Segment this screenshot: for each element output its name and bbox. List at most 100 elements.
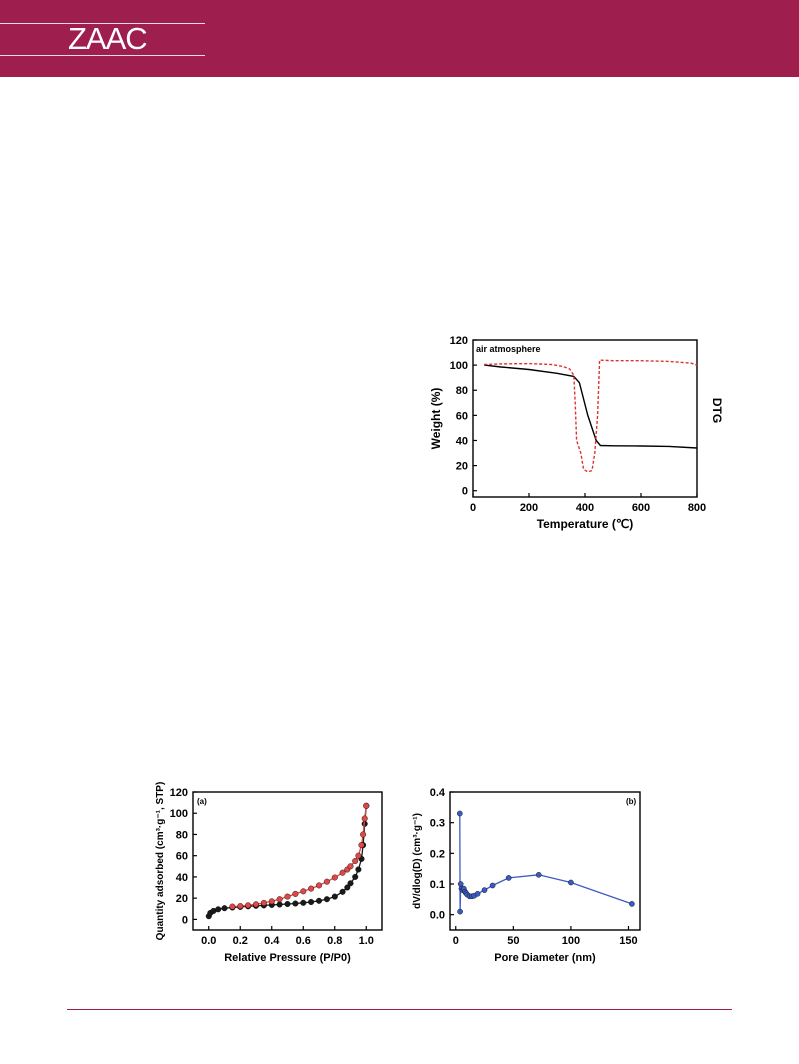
journal-logo: ZAAC <box>68 21 148 56</box>
data-point <box>316 897 323 904</box>
x-tick-label: 600 <box>632 502 650 514</box>
series-line-0 <box>208 805 367 917</box>
data-point <box>481 887 488 893</box>
data-point <box>331 874 338 881</box>
data-point <box>221 905 228 912</box>
panel-label: (a) <box>197 797 207 806</box>
data-point <box>284 893 291 900</box>
x-tick-label: 150 <box>619 935 637 947</box>
panel-label: (b) <box>626 797 637 806</box>
data-point <box>474 891 481 897</box>
data-point <box>458 885 465 892</box>
data-point <box>205 913 212 920</box>
y-tick-label: 40 <box>456 435 468 447</box>
x-axis-label: Relative Pressure (P/P0) <box>224 952 351 964</box>
y-axis-label: dV/dlog(D) (cm³·g⁻¹) <box>412 813 423 909</box>
y-tick-label: 40 <box>176 872 188 884</box>
data-point <box>308 899 315 906</box>
y-tick-label: 20 <box>456 461 468 473</box>
data-point <box>207 910 214 917</box>
data-point <box>323 878 330 885</box>
data-point <box>535 872 542 878</box>
plot-frame <box>449 791 641 931</box>
x-axis-label: Temperature (℃) <box>537 517 634 531</box>
data-point <box>292 890 299 897</box>
header-bottom-rule <box>0 55 205 56</box>
x-tick-label: 0.6 <box>296 935 311 947</box>
data-point <box>355 852 362 859</box>
x-tick-label: 0 <box>470 502 476 514</box>
y-tick-label: 80 <box>176 829 188 841</box>
data-point <box>361 815 368 822</box>
data-point <box>339 888 346 895</box>
y-tick-label: 20 <box>176 893 188 905</box>
data-point <box>300 899 307 906</box>
data-point <box>260 902 267 909</box>
data-point <box>237 903 244 910</box>
data-point <box>245 903 252 910</box>
x-tick-label: 0.2 <box>233 935 248 947</box>
y-tick-label: 0.4 <box>430 787 446 799</box>
data-point <box>268 901 275 908</box>
y-tick-label: 0.2 <box>430 848 445 860</box>
data-point <box>229 903 236 910</box>
data-point <box>568 879 574 886</box>
data-point <box>215 906 222 913</box>
y-tick-label: 100 <box>170 808 188 820</box>
x-tick-label: 100 <box>562 935 580 947</box>
data-point <box>363 802 370 809</box>
data-point <box>462 888 468 895</box>
x-tick-label: 200 <box>520 502 538 514</box>
y-tick-label: 120 <box>170 787 188 799</box>
data-point <box>237 903 244 910</box>
data-point <box>347 863 354 870</box>
data-point <box>360 831 367 838</box>
data-point <box>471 892 478 899</box>
chart-annotation: air atmosphere <box>476 344 541 354</box>
data-point <box>459 887 466 893</box>
series-line-1 <box>232 805 367 908</box>
data-point <box>352 858 359 865</box>
data-point <box>344 884 351 891</box>
series-line-0 <box>484 364 698 449</box>
data-point <box>276 901 283 908</box>
x-tick-label: 800 <box>688 502 706 514</box>
x-tick-label: 400 <box>576 502 594 514</box>
data-point <box>363 802 370 809</box>
y-tick-label: 0.1 <box>430 879 445 891</box>
data-point <box>252 901 259 908</box>
data-point <box>347 880 354 887</box>
data-point <box>629 901 635 907</box>
y-tick-label: 60 <box>176 851 188 863</box>
plot-frame <box>192 791 383 931</box>
data-point <box>284 901 291 908</box>
data-point <box>361 820 368 827</box>
y-tick-label: 0 <box>182 914 188 926</box>
data-point <box>316 882 323 889</box>
data-point <box>456 810 463 817</box>
x-tick-label: 0.8 <box>327 935 342 947</box>
data-point <box>457 881 464 887</box>
x-tick-label: 50 <box>507 935 519 947</box>
data-point <box>331 893 338 900</box>
data-point <box>300 888 307 895</box>
x-tick-label: 0.4 <box>264 935 280 947</box>
data-point <box>463 890 469 897</box>
right-axis-label: DTG <box>710 398 724 423</box>
data-point <box>464 891 471 898</box>
data-point <box>292 900 299 907</box>
y-tick-label: 120 <box>450 335 468 347</box>
series-line-1 <box>484 359 698 473</box>
journal-header-bar: ZAAC <box>0 0 799 77</box>
data-point <box>268 898 275 905</box>
y-tick-label: 0.3 <box>430 818 445 830</box>
y-tick-label: 80 <box>456 385 468 397</box>
data-point <box>339 869 346 876</box>
y-tick-label: 0 <box>462 486 468 498</box>
y-tick-label: 0.0 <box>430 910 445 922</box>
header-top-rule <box>0 23 205 24</box>
x-tick-label: 0 <box>453 935 459 947</box>
y-axis-label: Weight (%) <box>429 388 443 450</box>
data-point <box>229 904 236 911</box>
